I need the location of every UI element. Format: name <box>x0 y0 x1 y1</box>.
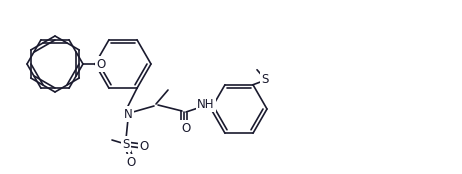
Text: O: O <box>182 121 191 135</box>
Text: O: O <box>140 140 149 152</box>
Text: S: S <box>122 137 130 151</box>
Text: NH: NH <box>197 97 215 110</box>
Text: O: O <box>97 57 106 70</box>
Text: S: S <box>261 73 269 86</box>
Text: O: O <box>127 156 136 168</box>
Text: N: N <box>124 108 133 121</box>
